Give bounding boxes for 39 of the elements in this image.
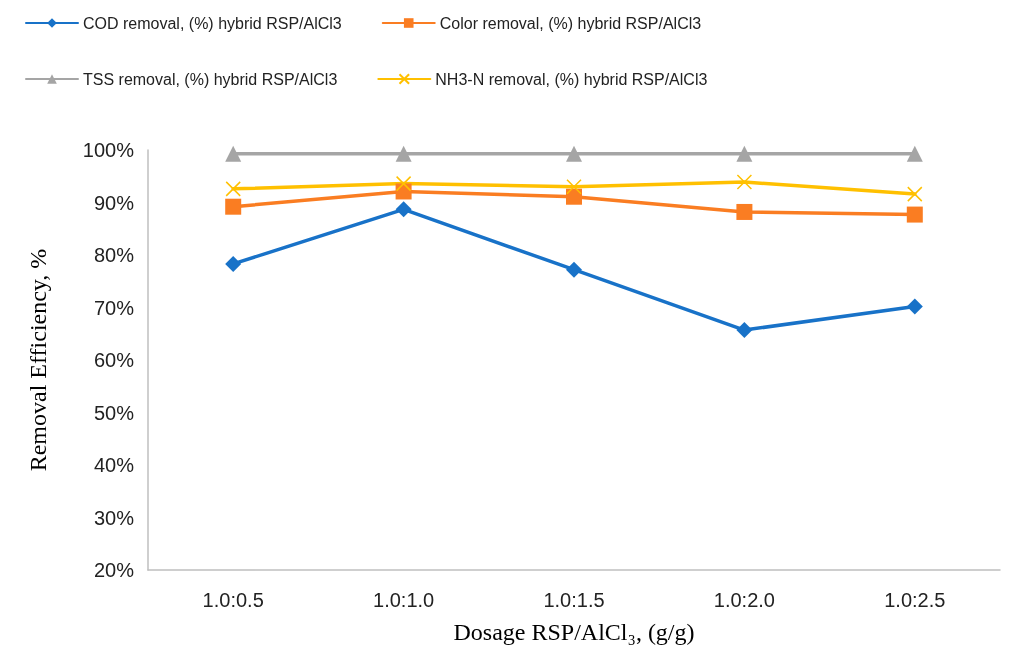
- legend-label: Color removal, (%) hybrid RSP/AlCl3: [439, 14, 702, 32]
- point: [225, 181, 241, 197]
- x-tick-label: 1.0:2.0: [713, 589, 775, 611]
- point: [736, 322, 753, 339]
- y-tick-label: 20%: [93, 559, 135, 581]
- point: [395, 201, 412, 218]
- y-tick-label: 90%: [93, 191, 135, 214]
- y-tick-label: 70%: [93, 296, 135, 319]
- y-tick-label: 60%: [93, 349, 135, 371]
- point: [395, 145, 412, 162]
- point: [906, 206, 923, 223]
- x-tick-label: 1.0:0.5: [202, 589, 264, 611]
- y-tick-label: 80%: [93, 244, 135, 266]
- point: [566, 179, 582, 195]
- point: [906, 298, 923, 315]
- point: [906, 145, 923, 162]
- y-tick-label: 50%: [93, 401, 135, 424]
- x-tick-label: 1.0:1.0: [373, 589, 435, 611]
- point: [907, 186, 923, 202]
- point: [225, 255, 242, 272]
- legend-label: NH3-N removal, (%) hybrid RSP/AlCl3: [435, 70, 708, 88]
- point: [395, 175, 412, 192]
- point: [225, 198, 242, 215]
- y-tick-label: 100%: [82, 139, 135, 161]
- y-tick-label: 30%: [93, 506, 135, 529]
- x-axis-title: Dosage RSP/AlCl₃, (g/g): [453, 619, 695, 645]
- legend-label: COD removal, (%) hybrid RSP/AlCl3: [83, 14, 342, 32]
- point: [566, 145, 582, 162]
- point: [736, 145, 753, 162]
- point: [736, 174, 753, 190]
- point: [566, 188, 582, 205]
- x-tick-label: 1.0:2.5: [884, 589, 946, 611]
- point: [225, 145, 242, 162]
- y-axis-title: Removal Efficiency, %: [25, 248, 51, 472]
- y-tick-label: 40%: [93, 454, 135, 476]
- point: [736, 203, 753, 220]
- point: [566, 261, 582, 278]
- legend-label: TSS removal, (%) hybrid RSP/AlCl3: [83, 70, 338, 88]
- x-tick-label: 1.0:1.5: [543, 589, 605, 611]
